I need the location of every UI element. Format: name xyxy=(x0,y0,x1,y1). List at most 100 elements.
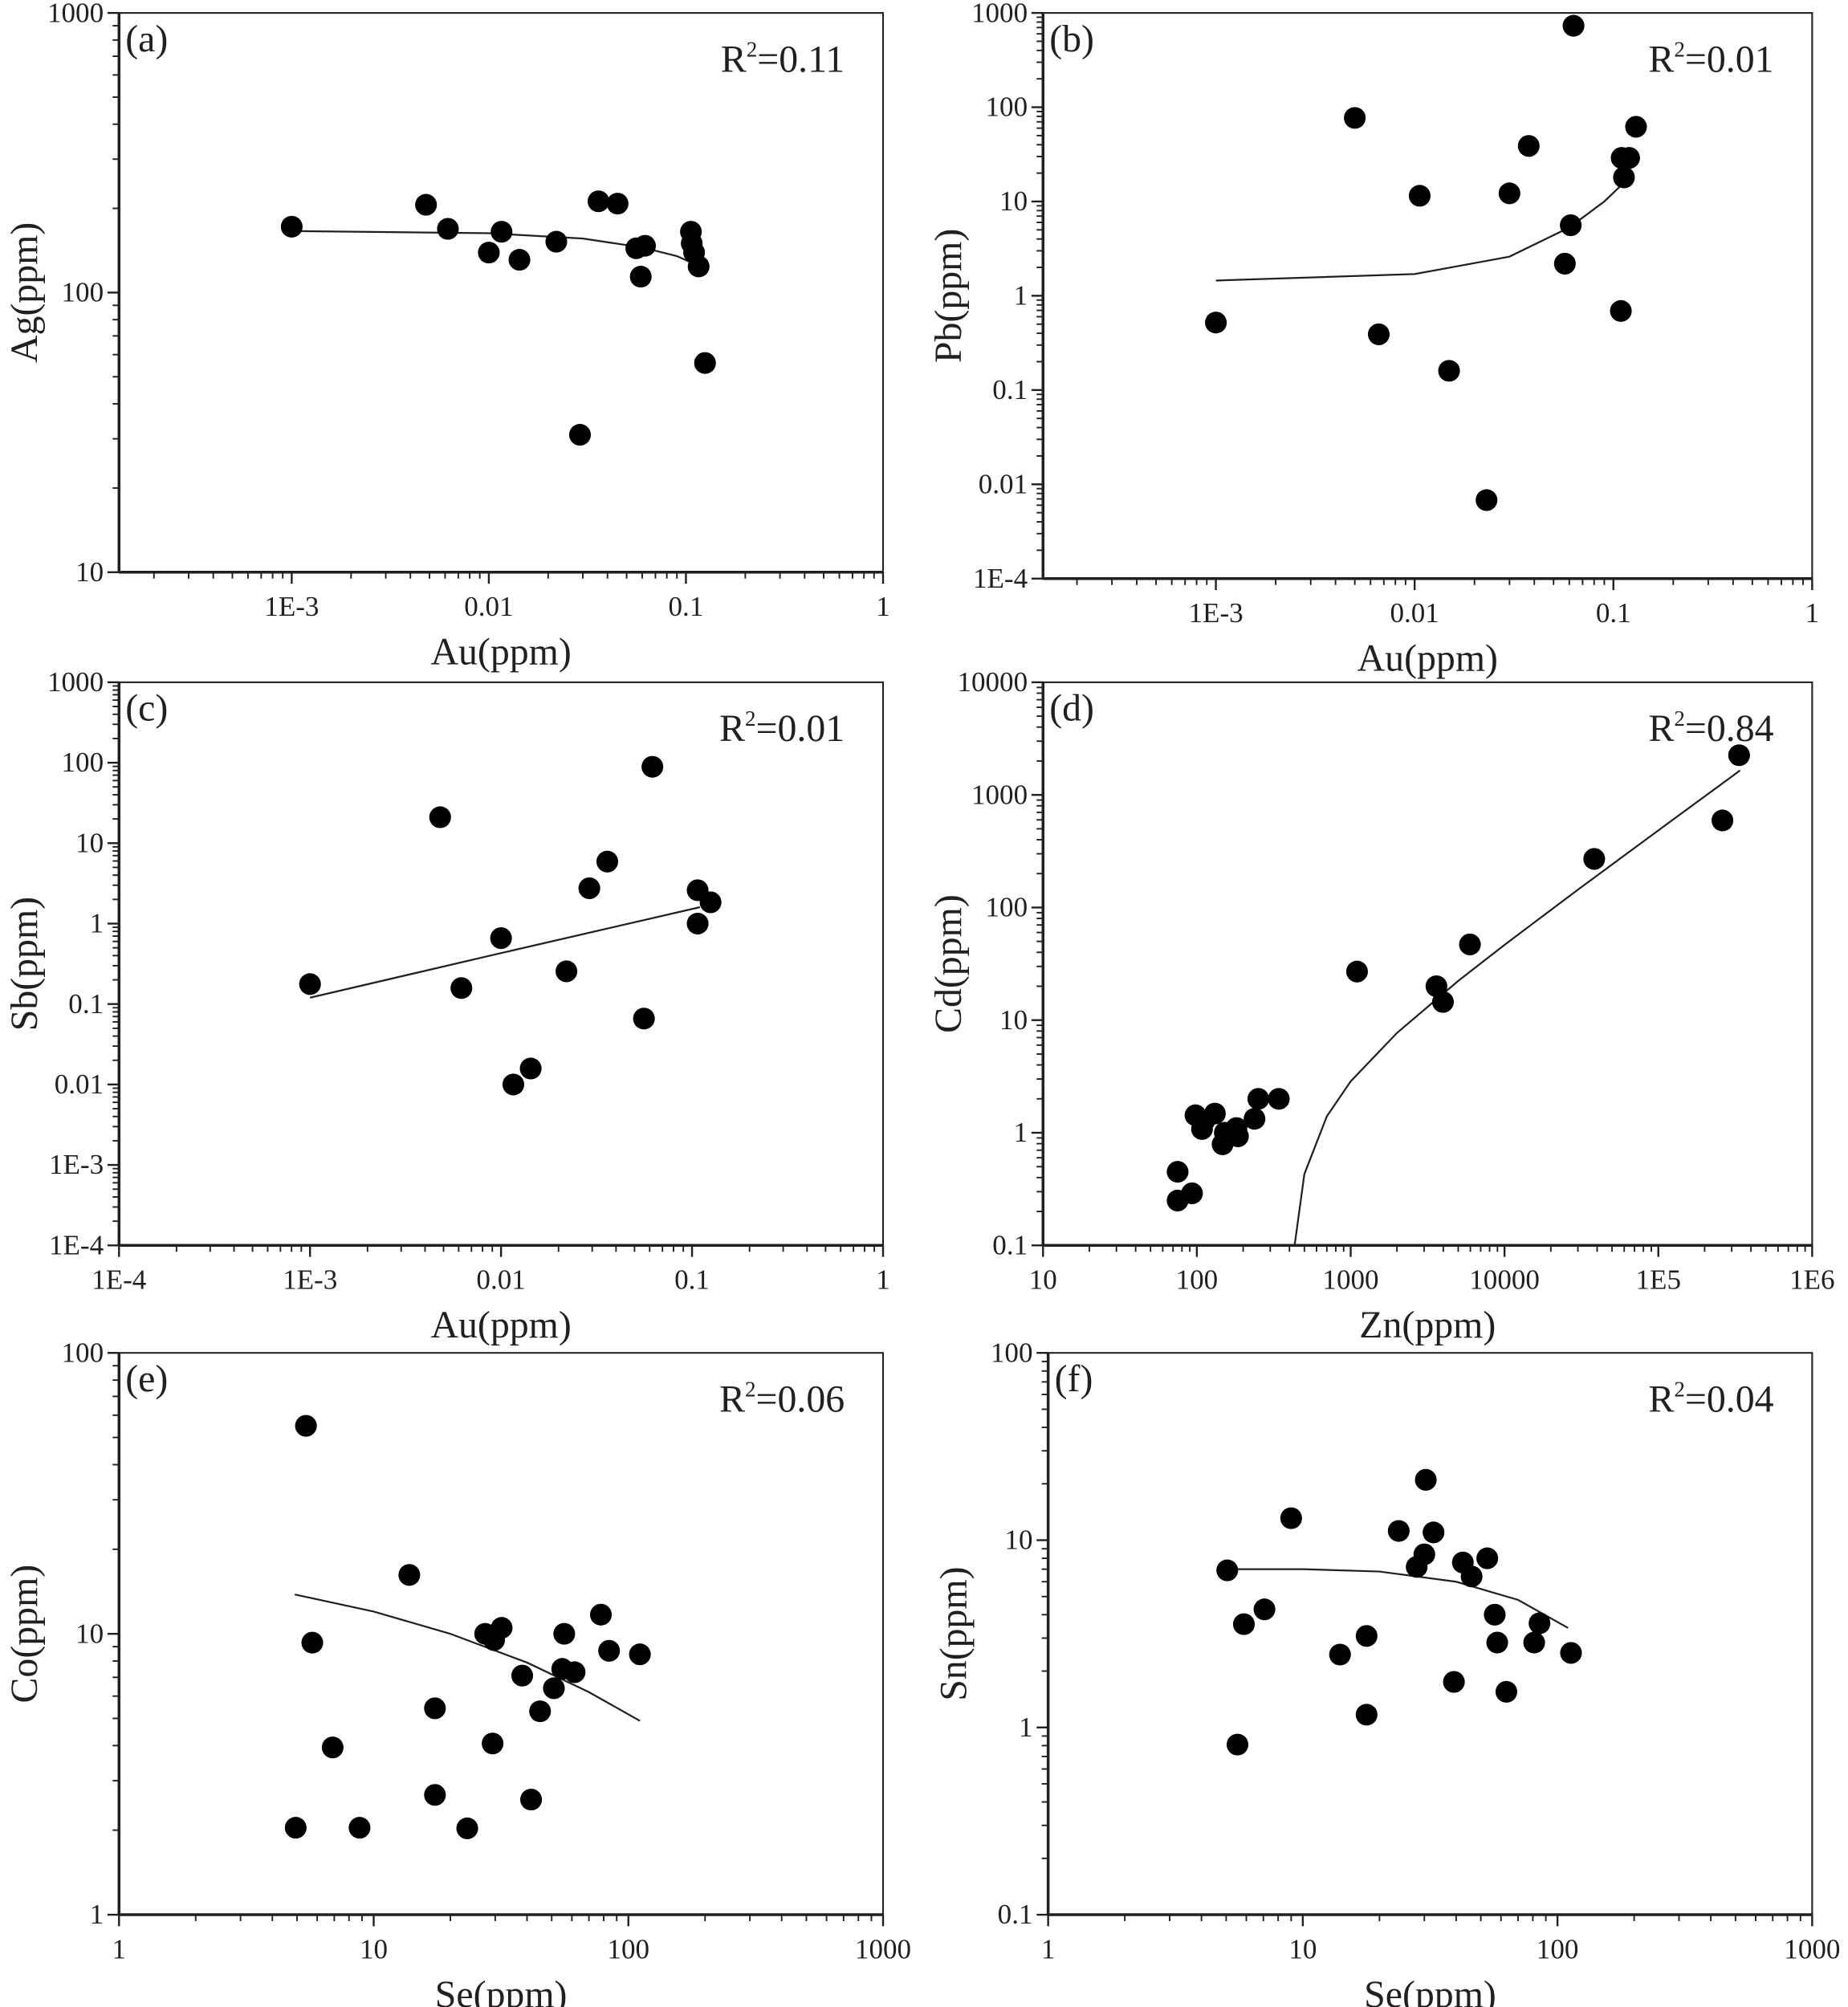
data-point xyxy=(429,806,451,828)
data-point xyxy=(450,977,473,999)
data-point xyxy=(564,1661,586,1683)
data-point xyxy=(398,1564,421,1586)
r2-superscript: 2 xyxy=(1674,1377,1685,1401)
y-tick-label: 1 xyxy=(90,1899,104,1930)
data-point xyxy=(1476,489,1498,511)
data-point xyxy=(1618,147,1640,169)
r2-symbol: R xyxy=(1648,1378,1674,1421)
panel-a: 1E-3 0.01 0.1 1 10 100 1000 Au(ppm) Ag(ppm) (a) R2… xyxy=(3,0,890,674)
data-point xyxy=(490,927,512,950)
x-tick-label: 1 xyxy=(1805,597,1820,629)
r-squared-label: R2=0.04 xyxy=(1648,1377,1773,1420)
r2-value: =0.06 xyxy=(756,1378,845,1421)
data-point xyxy=(301,1631,324,1654)
data-point xyxy=(1423,1521,1445,1544)
x-tick-label: 1E6 xyxy=(1789,1264,1834,1296)
r2-value: =0.01 xyxy=(756,707,845,750)
plot-frame xyxy=(1042,681,1813,1247)
r2-superscript: 2 xyxy=(747,37,758,61)
x-tick-label: 1E-3 xyxy=(264,591,319,622)
y-tick-label: 10 xyxy=(1004,1525,1032,1556)
data-point xyxy=(424,1697,446,1720)
panel-d: 10 100 1000 10000 1E5 1E6 0.1 1 10 100 1000 10000 Zn… xyxy=(927,666,1834,1346)
data-point xyxy=(1205,311,1227,334)
plot-frame xyxy=(1042,12,1813,580)
y-tick-label: 0.01 xyxy=(55,1069,104,1100)
y-axis-label: Co(ppm) xyxy=(3,1565,46,1704)
data-point xyxy=(519,1057,542,1080)
data-point xyxy=(694,352,716,374)
data-point xyxy=(543,1677,565,1700)
panel-label: (c) xyxy=(125,687,168,730)
r2-superscript: 2 xyxy=(1674,37,1685,61)
y-tick-label: 0.1 xyxy=(992,374,1028,405)
y-axis-label: Sn(ppm) xyxy=(933,1566,975,1700)
data-point xyxy=(1562,14,1585,37)
data-point xyxy=(1268,1088,1290,1110)
data-point xyxy=(1345,960,1368,983)
data-point xyxy=(633,234,657,257)
y-axis-label: Pb(ppm) xyxy=(927,229,970,363)
data-point xyxy=(1355,1625,1378,1647)
x-tick-label: 1E5 xyxy=(1635,1264,1680,1296)
data-point xyxy=(1247,1088,1270,1110)
x-tick-label: 1 xyxy=(1041,1933,1056,1964)
data-point xyxy=(1216,1559,1239,1582)
data-point xyxy=(1460,1565,1483,1588)
data-point xyxy=(1728,744,1750,767)
data-point xyxy=(348,1817,371,1839)
y-tick-label: 100 xyxy=(62,1337,104,1368)
data-point xyxy=(1610,299,1632,322)
data-point xyxy=(1523,1631,1545,1654)
panel-label: (a) xyxy=(125,18,168,60)
data-point xyxy=(1329,1643,1351,1666)
data-point xyxy=(1712,809,1734,832)
data-point xyxy=(437,218,459,240)
x-tick-label: 0.1 xyxy=(674,1264,710,1296)
y-tick-label: 1 xyxy=(90,908,104,939)
r-squared-label: R2=0.84 xyxy=(1648,706,1773,750)
y-tick-label: 10 xyxy=(999,1004,1028,1036)
y-tick-label: 10 xyxy=(75,827,104,858)
data-point xyxy=(1528,1612,1551,1635)
data-point xyxy=(1625,116,1647,138)
x-tick-label: 100 xyxy=(1537,1933,1579,1964)
y-tick-label: 0.01 xyxy=(979,468,1028,499)
x-tick-label: 10 xyxy=(360,1933,388,1964)
data-point xyxy=(490,221,513,243)
data-point xyxy=(1166,1161,1189,1183)
data-point xyxy=(502,1073,525,1096)
data-point xyxy=(1226,1733,1249,1756)
plot-frame xyxy=(118,681,885,1247)
y-tick-label: 100 xyxy=(986,92,1028,123)
data-point xyxy=(321,1736,344,1759)
r-squared-label: R2=0.11 xyxy=(721,37,845,80)
x-tick-label: 10 xyxy=(1029,1264,1057,1296)
x-tick-label: 1 xyxy=(876,1264,890,1296)
r2-symbol: R xyxy=(719,707,745,750)
data-point xyxy=(578,877,600,900)
data-point xyxy=(1583,848,1606,870)
data-point xyxy=(1613,166,1635,189)
data-point xyxy=(598,1639,621,1662)
y-tick-label: 10 xyxy=(75,1618,104,1649)
data-point xyxy=(1476,1547,1499,1569)
data-point xyxy=(456,1817,478,1840)
panel-c: 1E-4 1E-3 0.01 0.1 1 1E-4 1E-3 0.01 0.1 1 10 100 100… xyxy=(3,666,890,1346)
panel-f: 1 10 100 1000 0.1 1 10 100 Se(ppm) Sn(ppm) (f) R2=0… xyxy=(933,1337,1841,2007)
x-axis-label: Zn(ppm) xyxy=(1359,1304,1496,1346)
regression-curve xyxy=(1228,1568,1569,1629)
y-tick-label: 1000 xyxy=(47,666,104,698)
data-point xyxy=(424,1784,446,1806)
x-tick-label: 1000 xyxy=(1322,1264,1378,1296)
x-tick-label: 10000 xyxy=(1469,1264,1540,1296)
data-point xyxy=(490,1617,513,1639)
y-tick-label: 100 xyxy=(986,892,1028,923)
x-tick-label: 0.01 xyxy=(476,1264,525,1296)
r2-value: =0.11 xyxy=(757,38,845,80)
data-point xyxy=(1560,214,1582,237)
data-point xyxy=(1344,107,1366,129)
data-point xyxy=(1431,991,1455,1013)
data-point xyxy=(589,1603,613,1626)
x-tick-label: 1000 xyxy=(855,1933,911,1964)
